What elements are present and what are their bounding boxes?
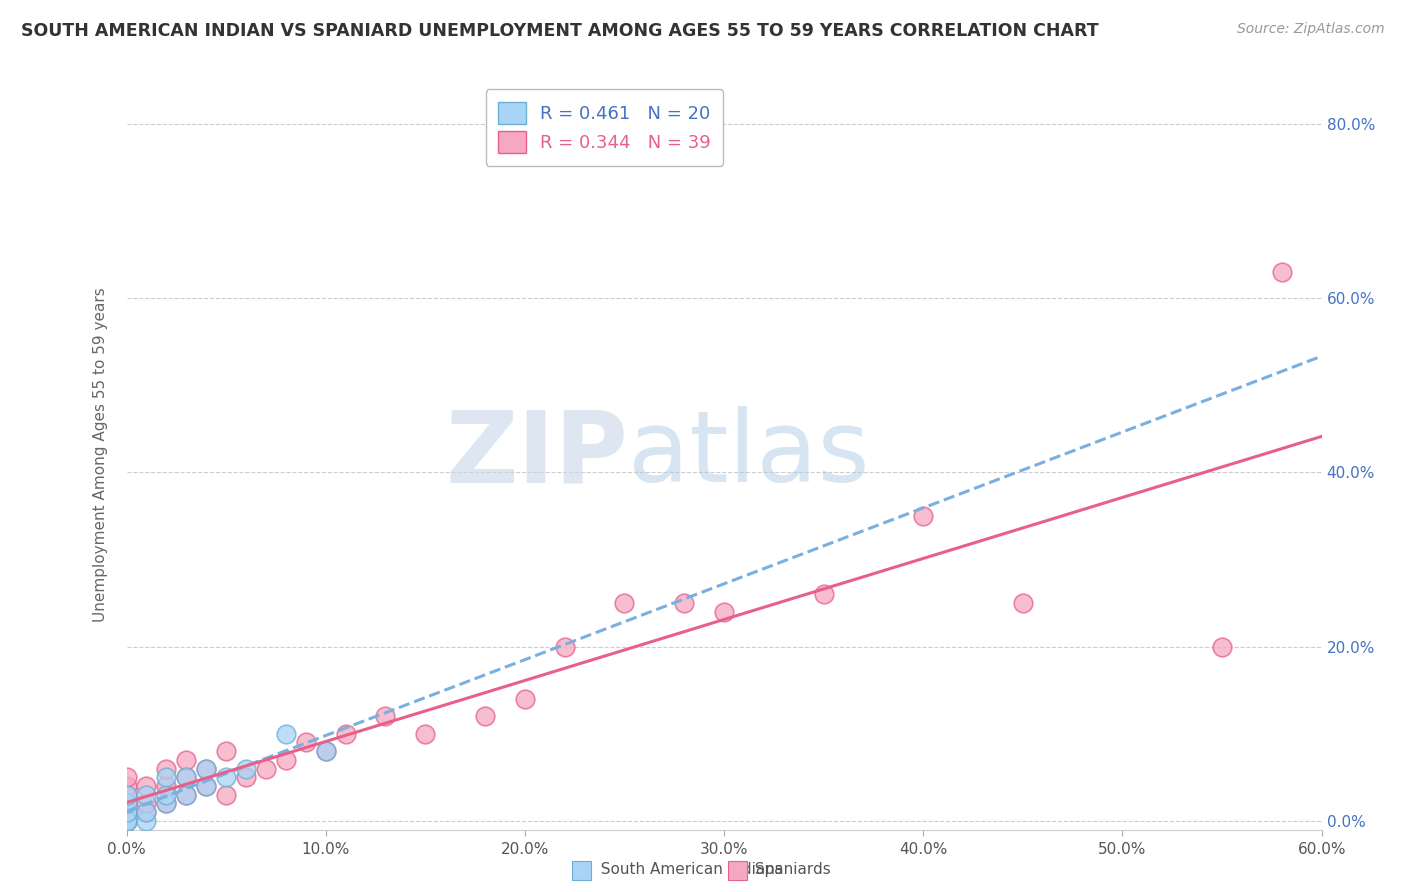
Text: SOUTH AMERICAN INDIAN VS SPANIARD UNEMPLOYMENT AMONG AGES 55 TO 59 YEARS CORRELA: SOUTH AMERICAN INDIAN VS SPANIARD UNEMPL… <box>21 22 1098 40</box>
Point <box>115 814 138 828</box>
Legend: R = 0.461   N = 20, R = 0.344   N = 39: R = 0.461 N = 20, R = 0.344 N = 39 <box>486 89 723 166</box>
Point <box>195 762 218 776</box>
Point <box>1271 265 1294 279</box>
Point <box>115 797 138 811</box>
Point <box>195 779 218 793</box>
Point <box>115 770 138 784</box>
Text: Source: ZipAtlas.com: Source: ZipAtlas.com <box>1237 22 1385 37</box>
Point <box>135 797 157 811</box>
Point <box>155 770 177 784</box>
Point <box>174 753 197 767</box>
Point <box>135 779 157 793</box>
Point <box>115 814 138 828</box>
Point <box>235 770 257 784</box>
Point <box>155 788 177 802</box>
Point <box>215 744 238 758</box>
Point <box>115 805 138 819</box>
Point <box>215 788 238 802</box>
Point <box>174 788 197 802</box>
Point <box>912 508 935 523</box>
Point <box>713 605 735 619</box>
Point <box>274 727 297 741</box>
Point <box>115 788 138 802</box>
Point <box>1211 640 1233 654</box>
Point <box>115 779 138 793</box>
Point <box>115 814 138 828</box>
Text: ZIP: ZIP <box>446 407 628 503</box>
Point <box>274 753 297 767</box>
Point <box>374 709 396 723</box>
Point <box>554 640 576 654</box>
Point <box>195 762 218 776</box>
Point <box>115 805 138 819</box>
Point <box>135 788 157 802</box>
Point <box>813 587 835 601</box>
Point <box>195 779 218 793</box>
Text: atlas: atlas <box>628 407 870 503</box>
Point <box>315 744 337 758</box>
Point <box>115 788 138 802</box>
Point <box>215 770 238 784</box>
Point <box>135 805 157 819</box>
Point <box>254 762 277 776</box>
Point <box>335 727 357 741</box>
Point <box>155 762 177 776</box>
Point <box>174 770 197 784</box>
Y-axis label: Unemployment Among Ages 55 to 59 years: Unemployment Among Ages 55 to 59 years <box>93 287 108 623</box>
Point <box>413 727 436 741</box>
Point <box>135 805 157 819</box>
Point <box>155 797 177 811</box>
Point <box>1011 596 1033 610</box>
Text: Spaniards: Spaniards <box>745 863 831 877</box>
Point <box>315 744 337 758</box>
Point <box>294 735 316 749</box>
Point <box>115 814 138 828</box>
Point <box>155 779 177 793</box>
Point <box>174 788 197 802</box>
Text: South American Indians: South American Indians <box>591 863 782 877</box>
Point <box>474 709 496 723</box>
Point <box>673 596 696 610</box>
Point <box>235 762 257 776</box>
Point <box>135 814 157 828</box>
Point <box>115 797 138 811</box>
Point <box>513 691 536 706</box>
Point <box>613 596 636 610</box>
Point <box>115 814 138 828</box>
Point <box>174 770 197 784</box>
Point <box>155 797 177 811</box>
